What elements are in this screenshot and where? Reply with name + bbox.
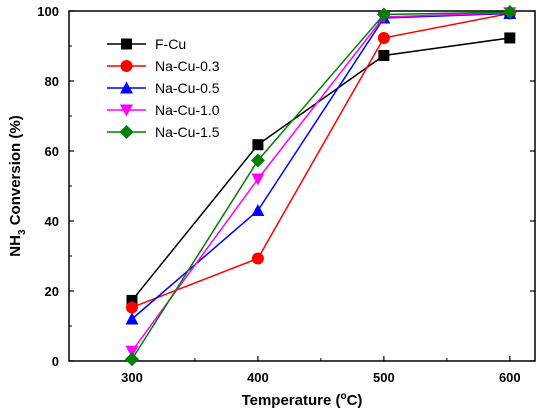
y-tick-label: 40 [45,214,59,229]
y-axis-title-post: Conversion (%) [7,115,24,229]
series-line [131,12,510,352]
data-point [251,252,264,265]
legend-marker [120,60,133,72]
legend-entry: Na-Cu-1.5 [107,124,220,140]
legend-label: Na-Cu-0.3 [155,58,220,74]
data-point [251,204,265,216]
legend-label: Na-Cu-0.5 [155,80,220,96]
x-tick-label: 500 [373,370,395,385]
data-point [125,345,139,358]
data-point [502,5,517,20]
x-axis-title-sup: o [340,391,346,402]
data-point [125,301,138,314]
legend-label: Na-Cu-1.5 [155,124,220,140]
legend-entry: Na-Cu-0.3 [107,58,220,74]
series-line [131,37,510,301]
data-point [377,31,390,44]
series-line [131,12,510,309]
series-na-cu-1-5 [124,5,517,367]
y-axis-title-pre: NH [7,235,24,257]
data-point [378,49,390,61]
series-line [131,11,510,360]
data-point [125,312,139,325]
plot-frame [68,10,536,362]
legend-label: Na-Cu-1.0 [155,102,220,118]
data-point [251,173,265,186]
y-tick-label: 80 [45,74,59,89]
y-tick-label: 100 [37,4,59,19]
x-tick-label: 300 [121,370,143,385]
axis-ticks: 0 20 40 60 80 100 300 400 500 600 [37,4,535,385]
series-layer [124,5,517,367]
series-f-cu [126,32,516,306]
data-point [504,32,516,44]
legend: F-Cu Na-Cu-0.3 Na-Cu-0.5 Na-Cu-1.0 Na-Cu-1.5 [107,36,220,140]
x-axis-title-main: Temperature ( [242,392,341,409]
y-axis-title-sub: 3 [17,229,28,235]
x-axis-title: Temperature (oC) [242,391,363,409]
data-point [126,294,138,306]
legend-marker [119,125,134,139]
series-na-cu-0-3 [125,7,516,314]
legend-marker [120,104,133,117]
y-axis-title: NH3 Conversion (%) [7,115,28,256]
data-point [376,7,391,22]
legend-marker [121,38,132,50]
legend-entry: F-Cu [107,36,186,52]
legend-marker [120,81,133,94]
x-tick-label: 600 [499,370,521,385]
y-tick-label: 20 [45,284,59,299]
data-point [250,153,265,168]
legend-label: F-Cu [155,36,186,52]
data-point [252,139,264,151]
x-axis-title-tail: C) [347,392,363,409]
y-tick-label: 0 [52,354,59,369]
x-tick-label: 400 [247,370,269,385]
legend-entry: Na-Cu-1.0 [107,102,220,118]
legend-entry: Na-Cu-0.5 [107,80,220,96]
data-point [124,352,139,367]
y-tick-label: 60 [45,144,59,159]
